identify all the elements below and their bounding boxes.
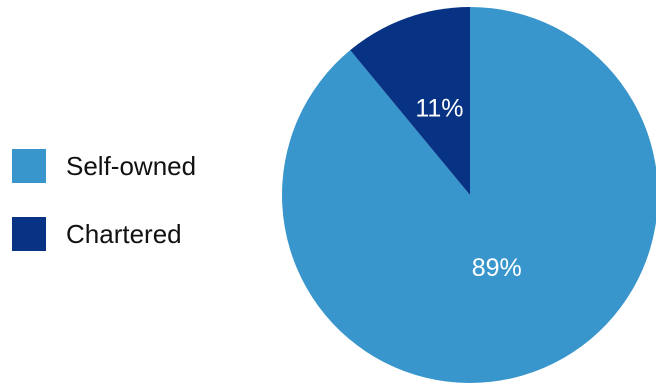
data-label-chartered: 11% [415,95,463,123]
pie-slice-chartered [350,7,470,195]
legend-swatch-chartered [12,217,46,251]
legend-item-chartered: Chartered [12,216,196,252]
chart-legend: Self-owned Chartered [12,148,196,252]
data-label-self-owned: 89% [472,254,522,282]
legend-item-self-owned: Self-owned [12,148,196,184]
legend-label-self-owned: Self-owned [66,150,197,181]
pie-slice-self-owned [282,7,656,383]
legend-swatch-self-owned [12,149,46,183]
legend-label-chartered: Chartered [66,218,182,249]
